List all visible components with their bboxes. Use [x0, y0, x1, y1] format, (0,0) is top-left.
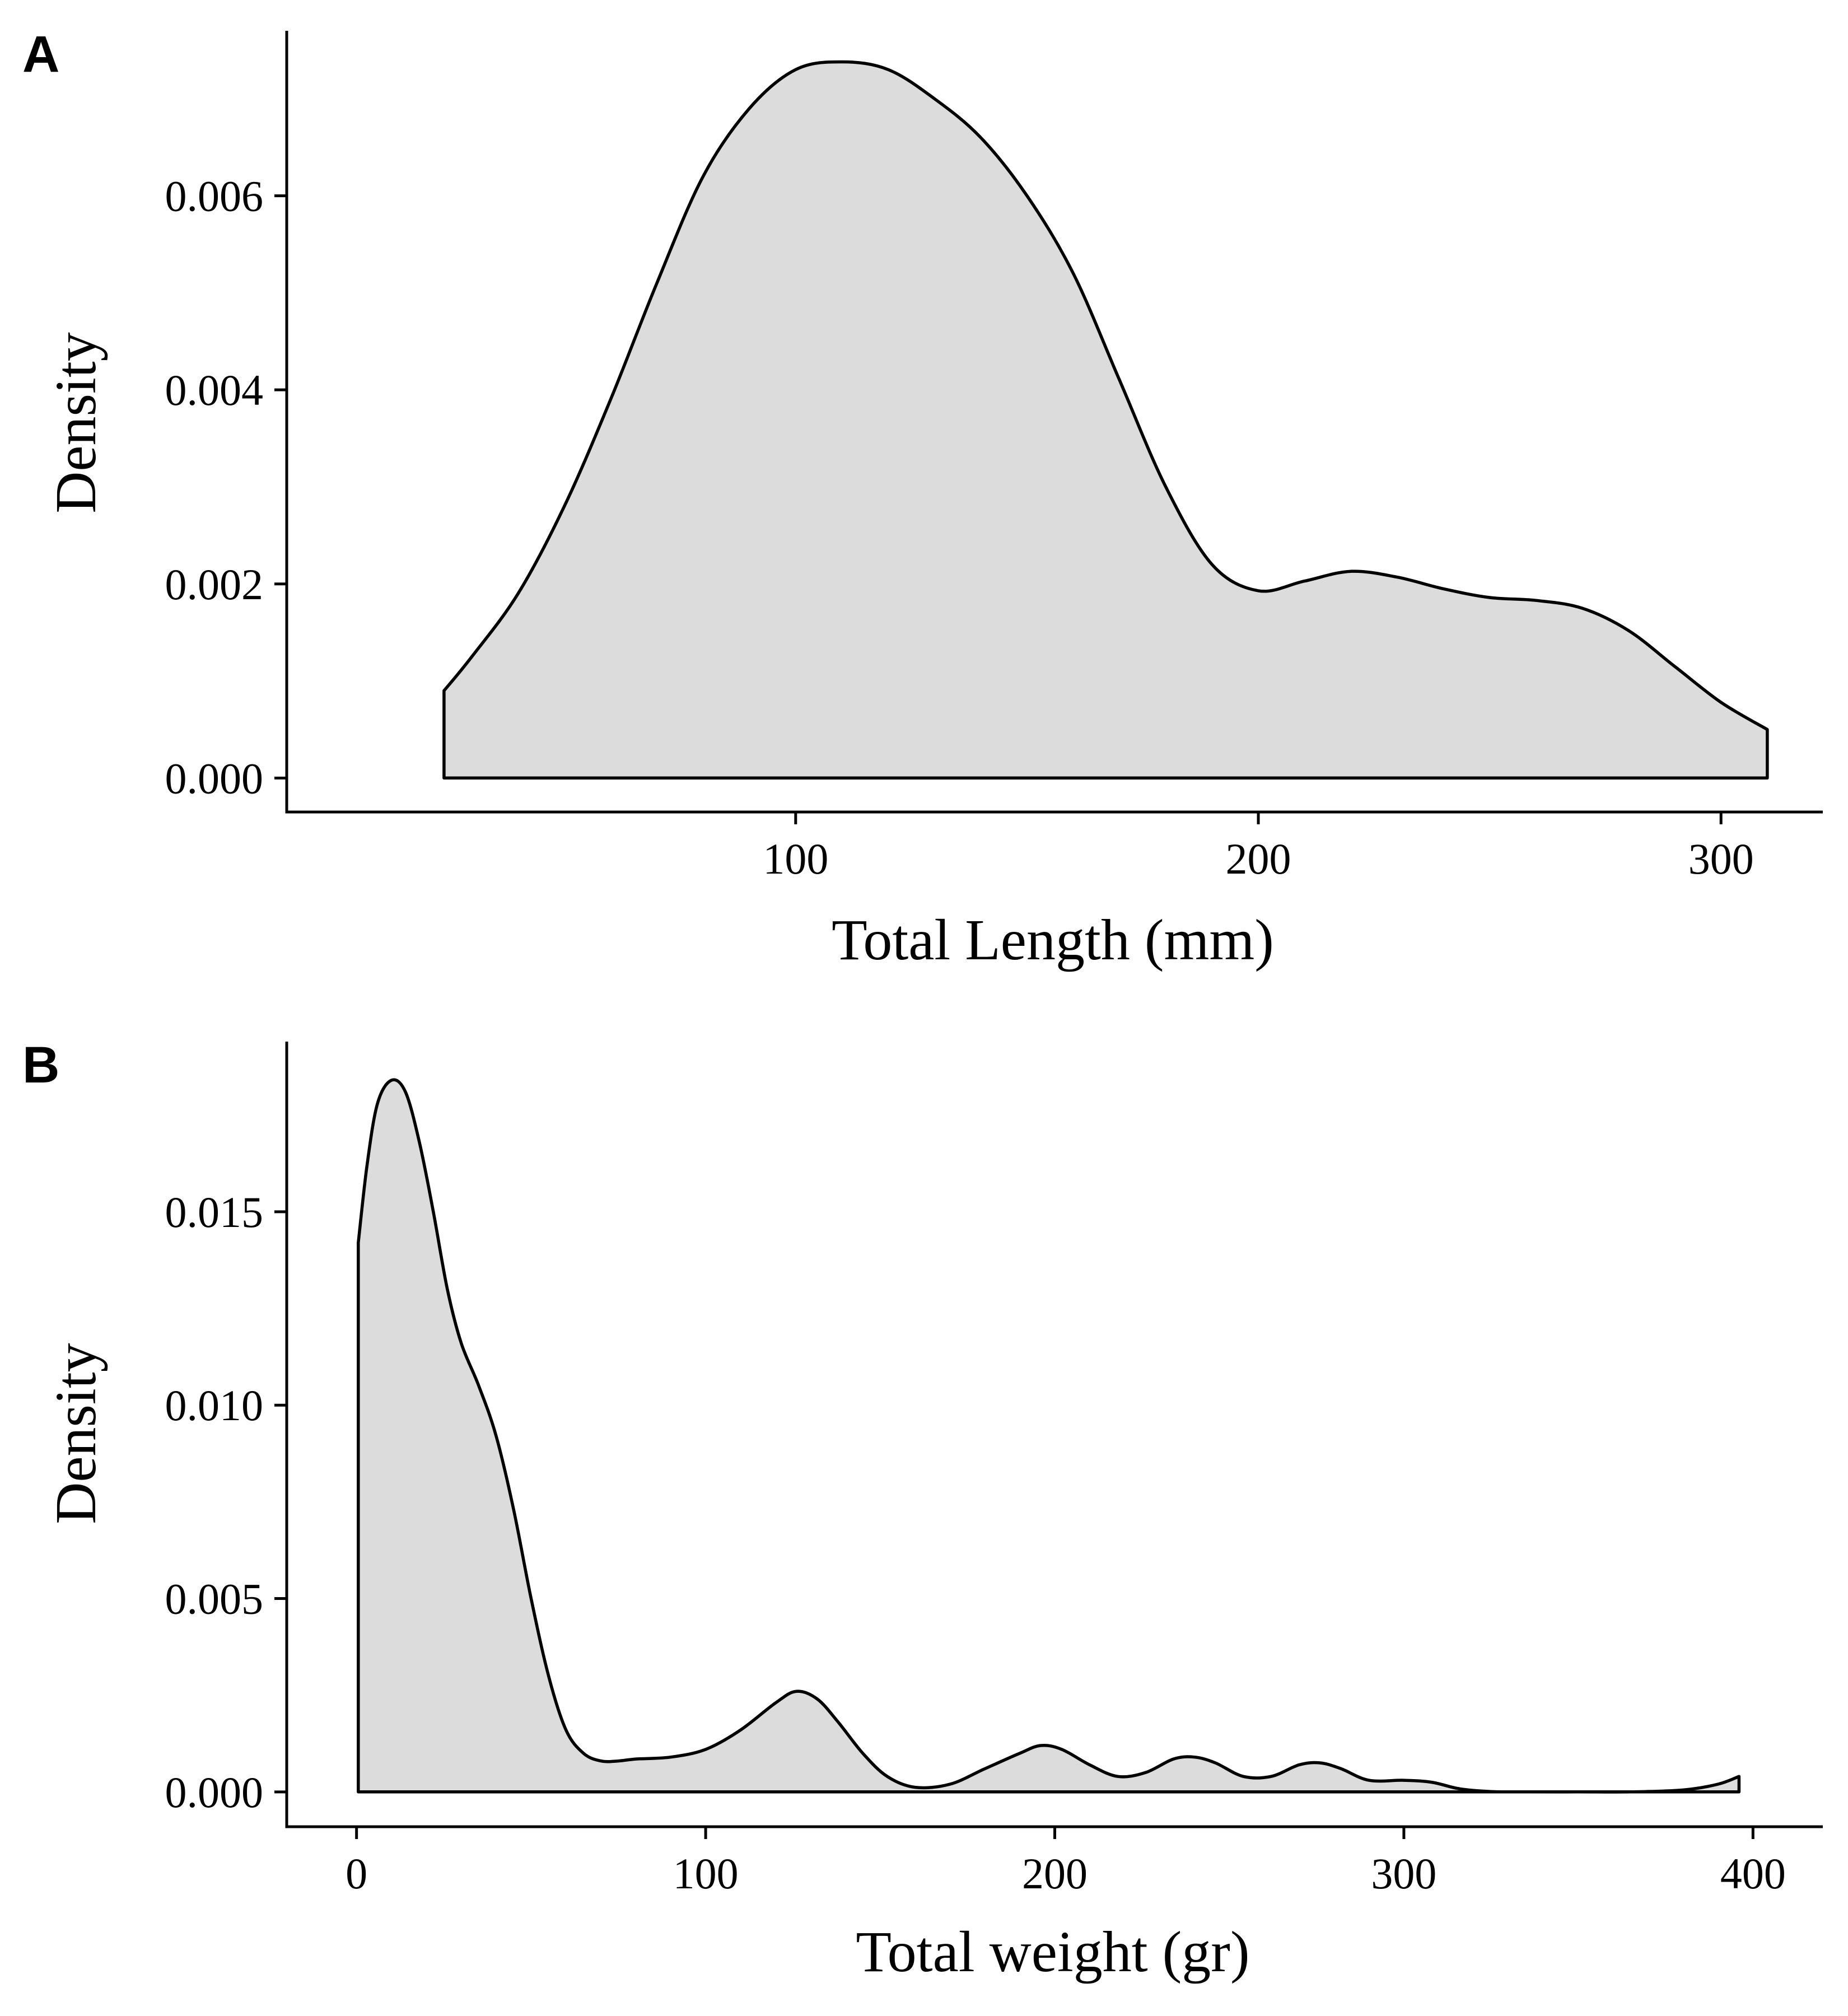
panel-a-y-axis-title: Density [44, 332, 108, 514]
x-tick-label: 200 [1226, 834, 1291, 883]
y-tick-label: 0.015 [165, 1188, 264, 1236]
panel-b-y-ticks: 0.000 0.005 0.010 0.015 [165, 1188, 287, 1817]
x-tick-label: 100 [673, 1849, 739, 1898]
panel-b: B 0.000 0.005 0.010 0.015 0 100 200 300 400 Den… [22, 1037, 1823, 1984]
panel-b-x-ticks: 0 100 200 300 400 [346, 1827, 1786, 1898]
x-tick-label: 300 [1371, 1849, 1436, 1898]
y-tick-label: 0.006 [165, 172, 264, 221]
y-tick-label: 0.002 [165, 560, 264, 609]
x-tick-label: 100 [763, 834, 828, 883]
panel-a-y-ticks: 0.000 0.002 0.004 0.006 [165, 172, 287, 802]
panel-a-label: A [22, 26, 59, 83]
x-tick-label: 300 [1688, 834, 1754, 883]
y-tick-label: 0.005 [165, 1575, 264, 1623]
x-tick-label: 400 [1720, 1849, 1786, 1898]
panel-b-density-curve [357, 1078, 1741, 1794]
y-tick-label: 0.000 [165, 754, 264, 802]
panel-a-x-axis-title: Total Length (mm) [832, 908, 1274, 972]
x-tick-label: 0 [346, 1849, 367, 1898]
y-tick-label: 0.010 [165, 1381, 264, 1430]
panel-a-x-ticks: 100 200 300 [763, 812, 1754, 883]
panel-a: A 0.000 0.002 0.004 0.006 100 200 300 Density… [22, 26, 1823, 972]
panel-a-density-curve [442, 60, 1769, 780]
panel-b-x-axis-title: Total weight (gr) [856, 1920, 1249, 1984]
y-tick-label: 0.004 [165, 366, 264, 414]
x-tick-label: 200 [1022, 1849, 1088, 1898]
panel-b-label: B [22, 1037, 59, 1094]
panel-b-y-axis-title: Density [44, 1343, 108, 1524]
y-tick-label: 0.000 [165, 1768, 264, 1817]
